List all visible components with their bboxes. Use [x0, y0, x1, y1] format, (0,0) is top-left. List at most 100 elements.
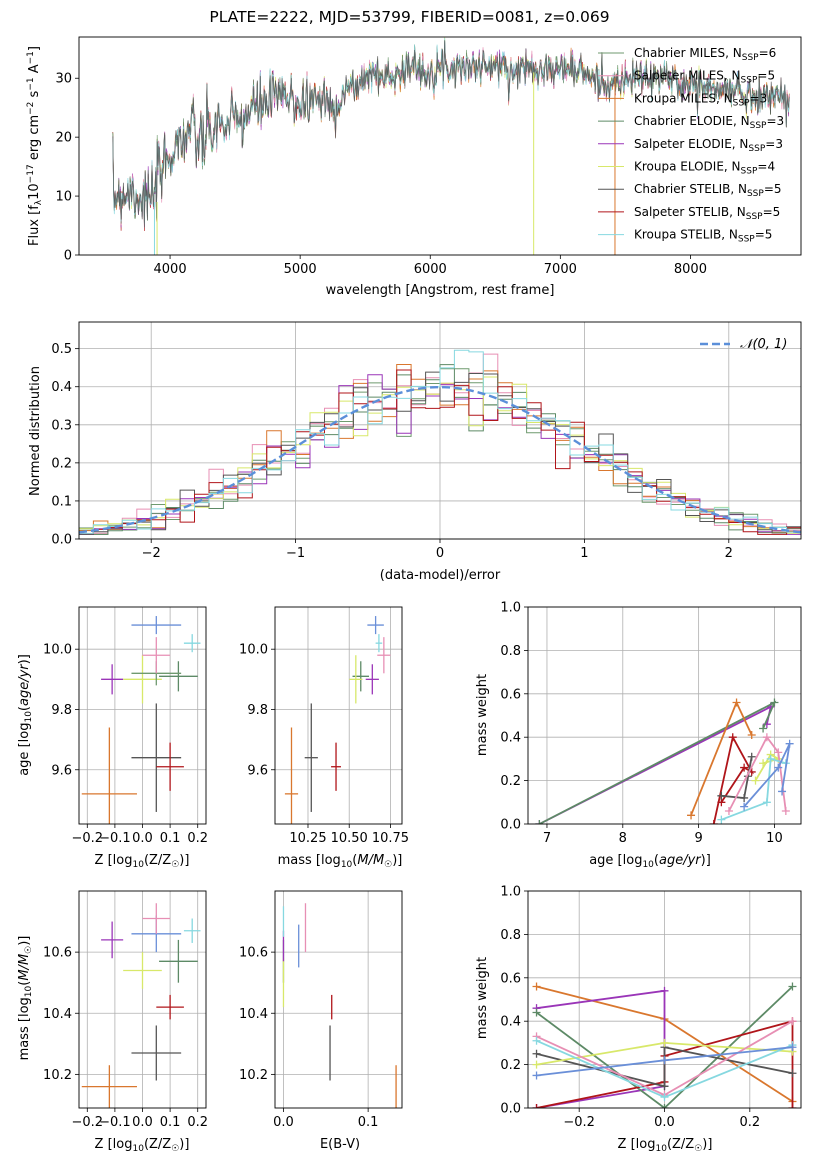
age_vs_mass-plot-area	[284, 616, 391, 824]
legend-label: Salpeter STELIB, NSSP=5	[634, 205, 780, 222]
y-axis-label: Normed distribution	[28, 366, 43, 496]
y-tick-label: 10.2	[239, 1068, 268, 1083]
weight-marker	[660, 986, 669, 995]
weight-marker	[770, 698, 779, 707]
x-tick-label: 1	[580, 546, 588, 561]
axes-frame	[78, 606, 207, 825]
x-tick-label: 10.50	[331, 831, 368, 846]
y-axis-label: mass weight	[475, 674, 490, 756]
y-tick-label: 30	[55, 72, 72, 87]
x-tick-label: 10	[766, 831, 783, 846]
y-tick-label: 0.4	[500, 1015, 521, 1030]
weight_vs_age-axes: 7 8 9 10 0.0 0.2 0.4 0.6 0.8 1.0	[500, 601, 802, 846]
x-axis-label: Z [log10(Z/Z☉)]	[95, 1137, 190, 1154]
weight-marker	[532, 1049, 541, 1058]
weight-marker	[774, 748, 783, 757]
y-tick-label: 1.0	[500, 885, 521, 900]
x-tick-label: −0.2	[71, 831, 103, 846]
x-tick-label: −0.1	[99, 831, 131, 846]
weight-marker	[532, 1008, 541, 1017]
x-tick-label: 0.1	[160, 831, 181, 846]
x-tick-label: 0.2	[739, 1115, 760, 1130]
x-tick-label: 7000	[544, 262, 577, 277]
x-axis-label: E(B-V)	[320, 1137, 360, 1152]
x-tick-label: 2	[725, 546, 733, 561]
x-tick-label: 10.25	[289, 831, 326, 846]
mass_vs_EBV-plot-area	[282, 903, 397, 1108]
age_vs_Z-plot-area	[81, 616, 201, 824]
x-axis-label: wavelength [Angstrom, rest frame]	[326, 283, 555, 298]
x-tick-label: 0.1	[358, 1115, 379, 1130]
weight-marker	[535, 820, 544, 824]
weight_vs_Z-axes: −0.2 0.0 0.2 0.0 0.2 0.4 0.6 0.8 1.0	[500, 885, 802, 1130]
weight-marker	[747, 752, 756, 761]
weight-marker	[781, 806, 790, 815]
x-axis-label: age [log10(age/yr)]	[589, 853, 711, 870]
axes-frame	[274, 606, 403, 825]
weight-marker	[766, 754, 775, 763]
weight-marker	[660, 1082, 669, 1091]
x-axis-label: (data-model)/error	[380, 568, 501, 583]
axes-frame	[78, 321, 802, 540]
weight-marker	[660, 1104, 669, 1108]
weight-marker	[532, 1071, 541, 1080]
residuals-plot-area	[79, 349, 801, 539]
x-tick-label: 0.2	[187, 1115, 208, 1130]
y-tick-label: 1.0	[500, 601, 521, 616]
weight-marker	[532, 982, 541, 991]
y-tick-label: 10.2	[43, 1068, 72, 1083]
weight-marker	[740, 763, 749, 772]
x-tick-label: 6000	[414, 262, 447, 277]
weight-line	[721, 757, 787, 821]
weight-marker	[728, 733, 737, 742]
x-tick-label: −2	[142, 546, 161, 561]
axes-frame	[78, 890, 207, 1109]
weight-marker	[732, 698, 741, 707]
legend-label: Salpeter MILES, NSSP=5	[634, 69, 775, 86]
y-tick-label: 0.8	[500, 644, 521, 659]
y-tick-label: 0.8	[500, 928, 521, 943]
weight_vs_Z-plot-area	[532, 982, 797, 1108]
y-tick-label: 10.0	[43, 643, 72, 658]
y-tick-label: 0.6	[500, 687, 521, 702]
age_vs_Z-axes: −0.2−0.1 0.0 0.1 0.2 9.6 9.8 10.0	[43, 606, 208, 846]
y-axis-label: mass weight	[475, 957, 490, 1039]
weight-marker	[532, 1036, 541, 1045]
weight-marker	[759, 724, 768, 733]
age_vs_mass-axes: 10.25 10.50 10.75 9.6 9.8 10.0	[239, 606, 409, 846]
weight-marker	[788, 1017, 797, 1026]
x-axis-label: mass [log10(M/M☉)]	[278, 853, 403, 870]
x-tick-label: 0.1	[160, 1115, 181, 1130]
weight-marker	[532, 1104, 541, 1108]
weight-marker	[740, 793, 749, 802]
weight-marker	[762, 798, 771, 807]
legend-label: 𝒩(0, 1)	[740, 337, 787, 352]
y-tick-label: 0.1	[51, 494, 72, 509]
weight-marker	[788, 1069, 797, 1078]
x-axis-label: Z [log10(Z/Z☉)]	[618, 1137, 713, 1154]
legend-label: Kroupa ELODIE, NSSP=4	[634, 160, 775, 177]
weight-marker	[759, 759, 768, 768]
legend-label: Chabrier STELIB, NSSP=5	[634, 182, 782, 199]
y-tick-label: 0	[64, 249, 72, 264]
weight-line	[538, 700, 777, 824]
weight-marker	[788, 1043, 797, 1052]
weight-marker	[762, 733, 771, 742]
axes-frame	[78, 36, 802, 256]
weight-marker	[717, 791, 726, 800]
weight-line	[743, 743, 791, 808]
gaussian-curve	[79, 385, 801, 534]
y-tick-label: 9.8	[51, 703, 72, 718]
y-tick-label: 10.6	[43, 946, 72, 961]
legend-label: Salpeter ELODIE, NSSP=3	[634, 137, 783, 154]
x-tick-label: 8000	[674, 262, 707, 277]
y-tick-label: 10.0	[239, 643, 268, 658]
x-tick-label: 4000	[154, 262, 187, 277]
x-tick-label: 0.0	[132, 1115, 153, 1130]
x-tick-label: 8	[619, 831, 627, 846]
y-axis-label: age [log10(age/yr)]	[17, 654, 34, 776]
weight-marker	[687, 811, 696, 820]
weight-marker	[747, 731, 756, 740]
weight-marker	[740, 802, 749, 811]
spectrum-axes: 4000 5000 6000 7000 8000 0 10 20 30	[55, 36, 802, 277]
